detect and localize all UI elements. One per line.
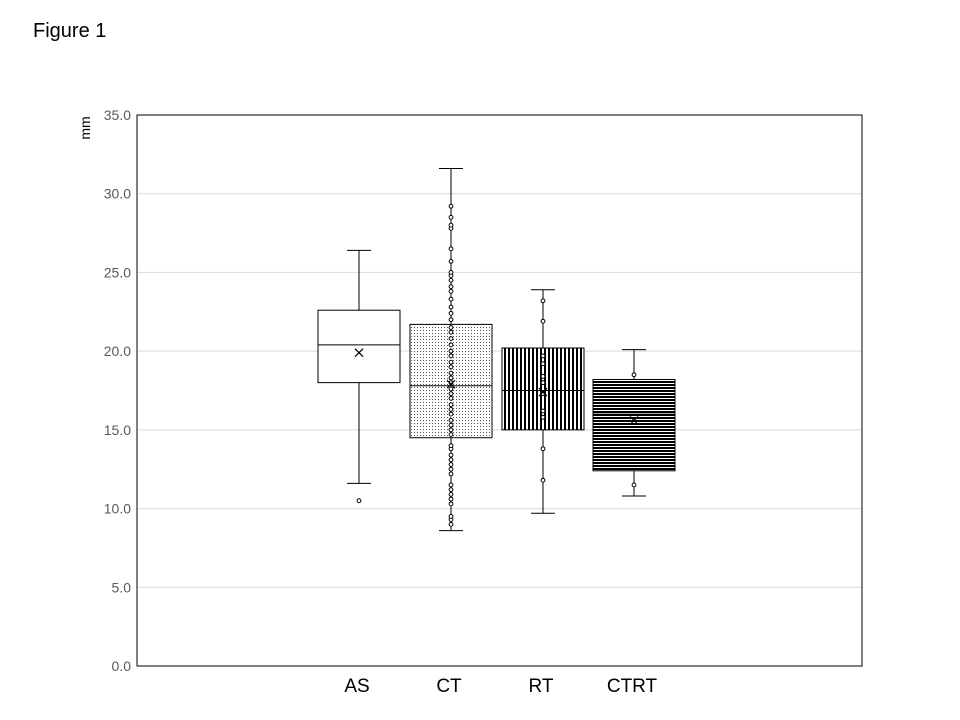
data-point [448, 364, 454, 370]
iqr-box [592, 378, 676, 472]
boxes: AS CT RT CTRT [317, 168, 676, 697]
data-point [448, 214, 454, 220]
y-tick-label: 5.0 [112, 579, 132, 595]
data-point [448, 270, 454, 275]
data-point [448, 432, 454, 437]
y-tick-label: 30.0 [104, 186, 131, 202]
figure-label: Figure 1 [33, 20, 107, 42]
data-point [448, 418, 454, 423]
data-point [448, 443, 454, 449]
data-point [448, 386, 454, 392]
data-point [448, 317, 454, 323]
mean-marker-stroke [629, 415, 639, 425]
mean-marker-stroke [354, 348, 364, 358]
y-tick-label: 0.0 [112, 658, 132, 674]
data-point [448, 514, 454, 519]
data-point [448, 288, 454, 294]
box-group-as: AS [317, 249, 401, 697]
data-point [448, 359, 454, 365]
data-point [631, 482, 637, 488]
data-point [448, 310, 454, 316]
data-point [448, 203, 454, 209]
data-point [540, 477, 546, 483]
mean-marker [354, 348, 364, 358]
data-point [448, 492, 454, 497]
data-point [540, 408, 546, 414]
data-point [448, 370, 454, 376]
data-point [448, 222, 454, 228]
x-category-label: CTRT [607, 676, 658, 697]
data-point [448, 259, 454, 264]
data-point [540, 361, 546, 367]
data-point [540, 298, 546, 304]
data-point [448, 325, 454, 330]
data-point [448, 471, 454, 477]
mean-marker [538, 387, 548, 397]
data-point [448, 452, 454, 458]
box-group-ctrt: CTRT [592, 349, 676, 697]
box-group-rt: RT [501, 289, 585, 697]
data-point [448, 284, 454, 289]
data-point [448, 353, 454, 359]
data-point [540, 318, 546, 324]
data-point [448, 348, 454, 354]
data-point [540, 353, 546, 359]
data-point [448, 422, 454, 428]
data-point [540, 373, 546, 379]
data-point [540, 446, 546, 452]
data-point [448, 487, 454, 493]
y-tick-label: 25.0 [104, 264, 131, 280]
mean-marker-stroke [446, 379, 456, 389]
data-point [448, 427, 454, 433]
data-point [448, 329, 454, 335]
data-point [448, 304, 454, 310]
data-point [540, 414, 546, 420]
x-category-label: AS [344, 676, 369, 697]
y-axis-label: mm [77, 116, 93, 139]
data-point [448, 501, 454, 507]
data-point [448, 402, 454, 408]
data-point [631, 372, 637, 378]
data-point [448, 375, 454, 381]
data-point [448, 277, 454, 283]
x-category-label: RT [529, 676, 554, 697]
data-point [448, 462, 454, 467]
data-point [448, 391, 454, 397]
x-category-label: CT [436, 676, 462, 697]
data-point [448, 342, 454, 348]
box-group-ct: CT [409, 168, 493, 697]
y-tick-label: 35.0 [104, 107, 131, 123]
data-point [448, 336, 454, 341]
data-point [448, 406, 454, 412]
data-point [448, 457, 454, 463]
data-point [448, 395, 454, 401]
y-axis-ticks: 0.0 5.0 10.0 15.0 20.0 25.0 30.0 35.0 [104, 107, 131, 674]
y-tick-label: 10.0 [104, 501, 131, 517]
y-tick-label: 20.0 [104, 343, 131, 359]
mean-marker [446, 379, 456, 389]
data-point [448, 521, 454, 527]
data-point [356, 498, 362, 504]
y-tick-label: 15.0 [104, 422, 131, 438]
data-point [448, 246, 454, 252]
data-point [540, 380, 546, 386]
iqr-box [317, 309, 401, 384]
mean-marker-stroke [538, 387, 548, 397]
data-point [448, 466, 454, 472]
data-point [448, 496, 454, 502]
plot-frame [136, 114, 863, 667]
gridlines [137, 193, 862, 588]
data-point [448, 411, 454, 417]
mean-marker [629, 415, 639, 425]
data-point [448, 296, 454, 302]
data-point [448, 482, 454, 488]
